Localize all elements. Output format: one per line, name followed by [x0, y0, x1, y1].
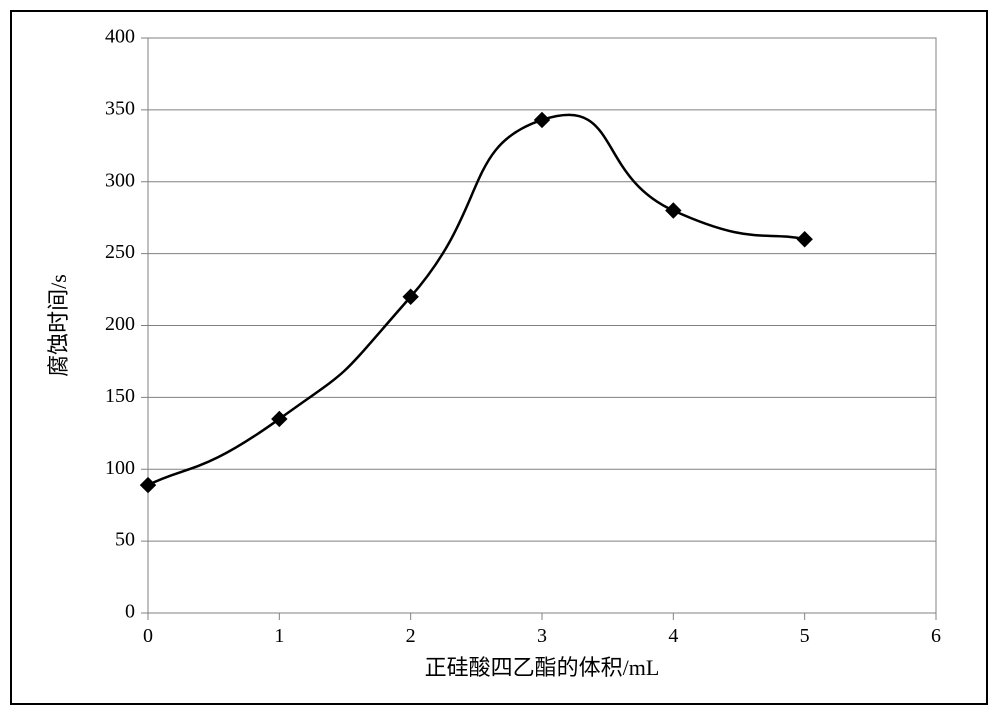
y-tick-label: 350	[105, 97, 135, 119]
x-tick-label: 4	[668, 625, 678, 647]
y-tick-label: 200	[105, 313, 135, 335]
x-tick-label: 1	[274, 625, 284, 647]
y-tick-label: 300	[105, 169, 135, 191]
x-tick-label: 5	[800, 625, 810, 647]
chart: 0 50 100 150 200 250 300 350 400 0 1 2 3 4 5 6 正硅酸四乙酯的体积…	[0, 0, 1000, 717]
y-tick-label: 0	[125, 601, 135, 623]
data-marker	[797, 232, 812, 247]
y-tick-label: 250	[105, 241, 135, 263]
y-axis-label: 腐蚀时间/s	[46, 274, 71, 377]
data-marker	[666, 203, 681, 218]
y-tick-label: 50	[115, 529, 135, 551]
y-tick-label: 150	[105, 385, 135, 407]
series-line	[148, 115, 805, 485]
x-tick-label: 2	[406, 625, 416, 647]
y-tick-label: 400	[105, 26, 135, 48]
x-tick-label: 3	[537, 625, 547, 647]
x-tick-label: 0	[143, 625, 153, 647]
x-tick-label: 6	[931, 625, 941, 647]
data-marker	[535, 112, 550, 127]
x-axis-label: 正硅酸四乙酯的体积/mL	[425, 655, 660, 680]
data-marker	[141, 478, 156, 493]
y-tick-label: 100	[105, 457, 135, 479]
